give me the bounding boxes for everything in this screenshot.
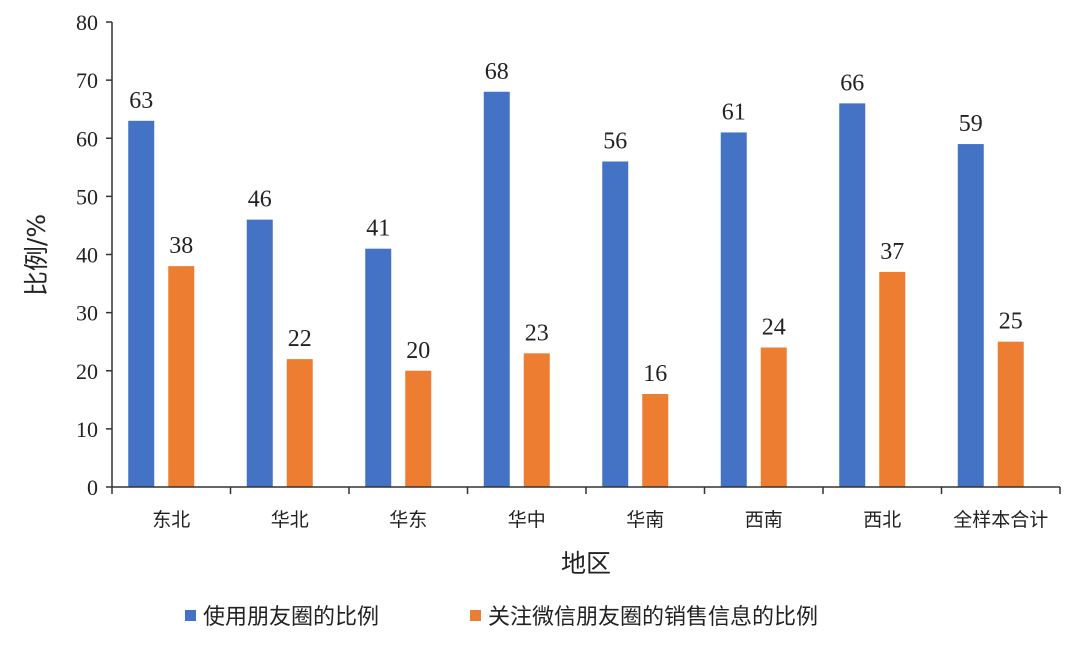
x-axis-categories: 东北 华北 华东 华中 华南 西南 西北 全样本合计 (111, 487, 1061, 531)
data-label-series-2: 25 (999, 309, 1023, 335)
x-category-label: 西南 (745, 509, 783, 531)
data-label-series-1: 68 (485, 59, 509, 85)
legend: 使用朋友圈的比例 关注微信朋友圈的销售信息的比例 (185, 605, 818, 630)
bar-series-2 (523, 353, 550, 487)
data-label-series-2: 23 (525, 320, 549, 346)
data-label-series-2: 16 (643, 361, 667, 387)
y-tick-label: 50 (76, 184, 98, 209)
x-category-label: 华中 (508, 509, 546, 531)
legend-label-series-1: 使用朋友圈的比例 (203, 605, 379, 630)
bar-series-1 (128, 120, 155, 487)
bar-series-2 (879, 271, 906, 487)
data-label-series-1: 46 (248, 187, 272, 213)
y-tick-label: 60 (76, 126, 98, 151)
legend-label-series-2: 关注微信朋友圈的销售信息的比例 (488, 605, 818, 630)
x-category-label: 华南 (626, 509, 664, 531)
bar-series-2 (168, 266, 195, 487)
x-category-label: 西北 (863, 509, 901, 531)
bar-series-2 (997, 341, 1024, 487)
bar-series-1 (720, 132, 747, 487)
y-axis-title: 比例/% (22, 214, 51, 296)
bar-series-1 (246, 219, 273, 487)
bar-series-1 (483, 91, 510, 487)
bar-series-1 (602, 161, 629, 487)
bar-series-2 (642, 394, 669, 487)
data-label-series-1: 56 (603, 129, 627, 155)
x-category-label: 华北 (271, 509, 309, 531)
y-tick-label: 20 (76, 359, 98, 384)
y-tick-label: 10 (76, 417, 98, 442)
data-label-series-1: 63 (129, 88, 153, 114)
x-axis-title: 地区 (561, 549, 611, 578)
data-labels: 63 38 46 22 41 20 68 23 56 16 61 24 66 37 59 25 (129, 59, 1023, 387)
y-tick-label: 70 (76, 68, 98, 93)
bar-series-1 (365, 248, 392, 487)
x-category-label: 华东 (389, 509, 427, 531)
data-label-series-1: 41 (366, 216, 390, 242)
bar-series-2 (286, 359, 313, 487)
y-tick-label: 30 (76, 301, 98, 326)
data-label-series-2: 22 (288, 326, 312, 352)
data-label-series-2: 20 (406, 338, 430, 364)
data-label-series-1: 61 (722, 99, 746, 125)
data-label-series-2: 37 (880, 239, 904, 265)
y-tick-label: 80 (76, 10, 98, 35)
data-label-series-1: 59 (959, 111, 983, 137)
y-tick-label: 0 (87, 475, 98, 500)
y-axis-ticks: 0 10 20 30 40 50 60 70 80 (76, 10, 112, 500)
y-tick-label: 40 (76, 243, 98, 268)
bar-series-2 (760, 347, 787, 487)
bars (128, 91, 1024, 487)
legend-swatch-series-2 (470, 610, 481, 621)
bar-series-2 (405, 370, 432, 487)
data-label-series-2: 24 (762, 315, 786, 341)
bar-series-1 (839, 103, 866, 487)
bar-series-1 (957, 144, 984, 487)
x-category-label: 全样本合计 (953, 509, 1048, 531)
data-label-series-2: 38 (169, 233, 193, 259)
x-category-label: 东北 (152, 509, 190, 531)
data-label-series-1: 66 (840, 70, 864, 96)
legend-swatch-series-1 (185, 610, 196, 621)
